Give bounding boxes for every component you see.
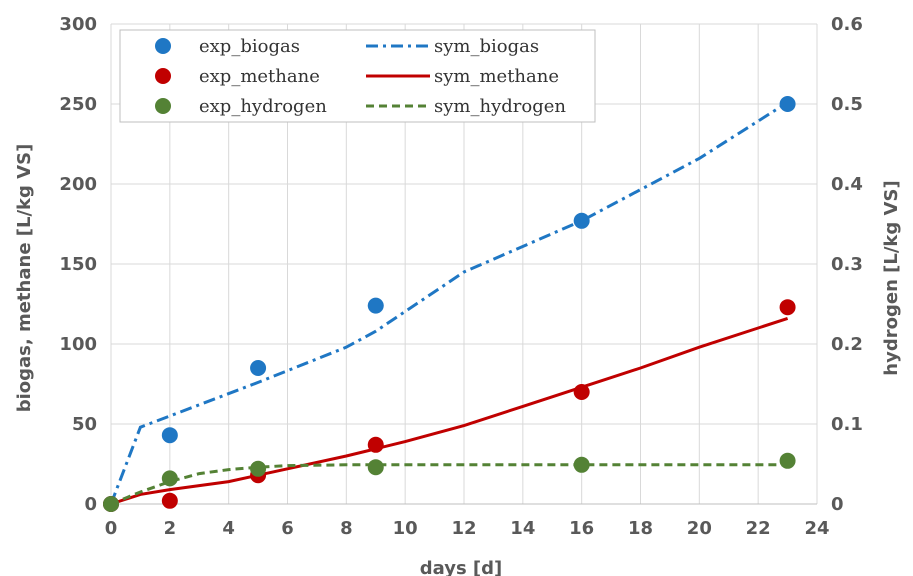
data-point-exp_hydrogen [367, 459, 384, 476]
y-tick-label: 300 [59, 14, 97, 35]
y2-tick-label: 0.4 [831, 174, 863, 195]
data-point-exp_methane [161, 492, 178, 509]
x-tick-label: 6 [281, 518, 294, 539]
x-tick-label: 4 [222, 518, 235, 539]
y-axis-title: biogas, methane [L/kg VS] [14, 144, 35, 413]
y2-tick-label: 0.1 [831, 414, 863, 435]
y2-tick-label: 0.5 [831, 94, 863, 115]
legend: exp_biogas exp_methane exp_hydrogen sym_bio… [119, 29, 596, 123]
x-tick-label: 8 [340, 518, 353, 539]
legend-marker-exp_biogas [155, 38, 171, 54]
legend-label-sym_methane: sym_methane [434, 66, 559, 87]
data-point-exp_hydrogen [779, 452, 796, 469]
legend-label-exp_biogas: exp_biogas [199, 36, 300, 57]
axes: 0 2 4 6 8 10 12 14 16 18 20 22 240501001502002503000… [59, 14, 862, 539]
x-tick-label: 20 [687, 518, 712, 539]
legend-label-exp_hydrogen: exp_hydrogen [199, 96, 327, 117]
series-line-sym_hydrogen [110, 463, 788, 506]
y2-tick-label: 0.6 [831, 14, 863, 35]
y2-tick-label: 0 [831, 494, 844, 515]
x-tick-label: 10 [393, 518, 418, 539]
y2-tick-label: 0.3 [831, 254, 863, 275]
y2-tick-label: 0.2 [831, 334, 863, 355]
y-tick-label: 50 [72, 414, 97, 435]
legend-label-sym_hydrogen: sym_hydrogen [434, 96, 566, 117]
y-tick-label: 0 [84, 494, 97, 515]
y2-axis-title: hydrogen [L/kg VS] [881, 180, 902, 375]
x-tick-label: 24 [804, 518, 829, 539]
data-point-exp_biogas [779, 96, 796, 112]
data-point-exp_methane [779, 299, 796, 316]
data-point-exp_biogas [367, 297, 384, 314]
y-tick-label: 100 [59, 334, 97, 355]
data-point-exp_hydrogen [103, 496, 119, 512]
x-tick-label: 22 [746, 518, 771, 539]
legend-box [119, 29, 596, 123]
y-tick-label: 150 [59, 254, 97, 275]
data-point-exp_hydrogen [250, 460, 267, 477]
legend-marker-exp_methane [155, 68, 171, 84]
x-tick-label: 0 [105, 518, 118, 539]
x-tick-label: 2 [164, 518, 177, 539]
y-tick-label: 250 [59, 94, 97, 115]
data-point-exp_methane [367, 436, 384, 453]
y-tick-label: 200 [59, 174, 97, 195]
plot-area [103, 96, 796, 512]
legend-label-sym_biogas: sym_biogas [434, 36, 539, 57]
x-tick-label: 18 [628, 518, 653, 539]
data-point-exp_biogas [573, 212, 590, 229]
data-point-exp_biogas [161, 427, 178, 444]
x-tick-label: 16 [569, 518, 594, 539]
series-line-sym_biogas [109, 101, 789, 505]
data-point-exp_hydrogen [573, 456, 590, 473]
data-point-exp_hydrogen [161, 470, 178, 487]
series-line-sym_methane [110, 316, 789, 506]
x-tick-label: 12 [451, 518, 476, 539]
x-tick-label: 14 [510, 518, 535, 539]
x-axis-title: days [d] [420, 558, 503, 576]
legend-marker-exp_hydrogen [155, 98, 171, 114]
data-point-exp_biogas [250, 360, 267, 376]
data-point-exp_methane [573, 384, 590, 400]
legend-label-exp_methane: exp_methane [199, 66, 320, 87]
